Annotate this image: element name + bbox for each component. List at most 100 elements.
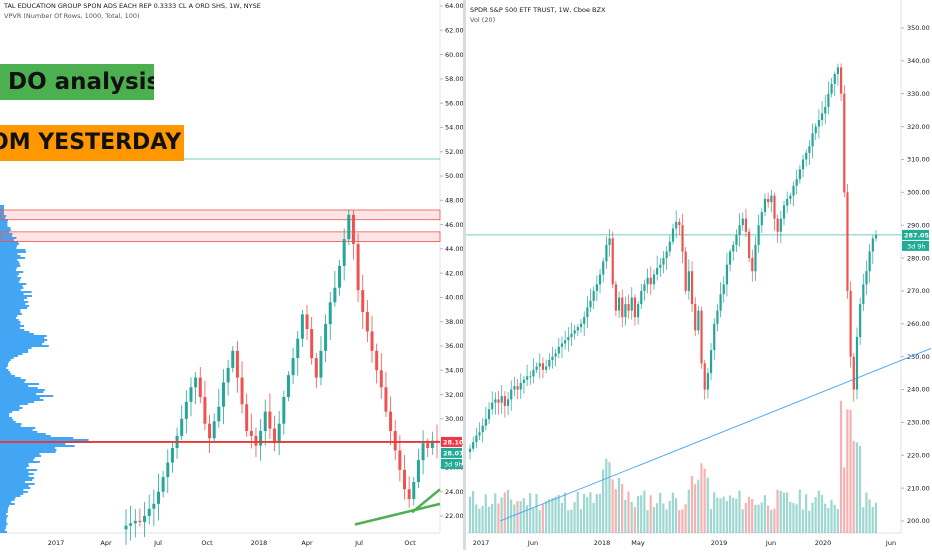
candle-body — [342, 239, 346, 266]
volume-profile-bar — [0, 285, 23, 287]
candle-body — [484, 419, 487, 426]
volume-bar — [579, 509, 583, 533]
candle-body — [525, 376, 529, 380]
candle-body — [576, 327, 579, 331]
volume-bar — [805, 494, 808, 533]
volume-profile-bar — [0, 333, 34, 335]
volume-bar — [690, 475, 694, 533]
volume-profile-bar — [0, 521, 7, 523]
volume-profile-bar — [0, 343, 43, 345]
candle-body — [503, 396, 506, 406]
volume-profile-bar — [0, 309, 21, 311]
volume-profile-bar — [0, 515, 8, 517]
candle-body — [583, 317, 586, 324]
candle-body — [240, 377, 244, 405]
candle-body — [468, 448, 472, 452]
volume-profile-bar — [0, 461, 40, 463]
volume-bar — [652, 507, 655, 533]
volume-profile-bar — [0, 319, 19, 321]
candle-body — [506, 399, 510, 406]
volume-profile-bar — [0, 431, 38, 433]
volume-profile-bar — [0, 327, 21, 329]
volume-profile-bar — [0, 369, 9, 371]
candle-body — [830, 83, 833, 94]
volume-profile-bar — [0, 215, 7, 217]
y-tick-label: 36.00 — [445, 342, 463, 350]
spy-candles — [468, 63, 878, 460]
volume-profile-bar — [0, 221, 8, 223]
volume-bar — [725, 501, 728, 533]
tal-chart[interactable]: 22.0024.0026.0028.0030.0032.0034.0036.00… — [0, 0, 464, 550]
volume-bar — [722, 496, 725, 533]
candle-body — [738, 225, 741, 236]
volume-bar — [681, 509, 684, 533]
candle-body — [567, 336, 570, 341]
volume-profile-bar — [0, 467, 27, 469]
candle-body — [754, 244, 757, 272]
countdown-tag — [902, 240, 929, 251]
candle-body — [324, 324, 328, 351]
volume-bar — [614, 489, 617, 533]
candle-body — [430, 440, 434, 448]
last-price-tag-text: 28.10 — [443, 438, 463, 446]
candle-body — [545, 366, 548, 370]
candle-body — [573, 330, 576, 334]
candle-body — [235, 350, 239, 378]
x-tick-label: 2017 — [48, 539, 65, 547]
candle-body — [811, 133, 814, 147]
candle-body — [560, 343, 564, 347]
volume-profile-bar — [0, 267, 17, 269]
volume-profile-bar — [0, 227, 11, 229]
candle-body — [621, 297, 624, 318]
volume-bar — [824, 503, 827, 533]
candle-body — [795, 179, 798, 186]
candle-body — [675, 221, 678, 229]
volume-profile-bar — [0, 357, 14, 359]
volume-bar — [503, 492, 506, 533]
candle-body — [671, 228, 675, 242]
volume-bar — [576, 491, 579, 533]
candle-body — [416, 460, 420, 482]
volume-profile-bar — [0, 251, 27, 253]
candle-body — [846, 192, 849, 291]
pane-divider[interactable] — [463, 0, 466, 550]
x-tick-label: Jun — [527, 539, 538, 547]
volume-profile-bar — [0, 345, 49, 347]
volume-profile-bar — [0, 477, 35, 479]
tal-chart-pane[interactable]: 22.0024.0026.0028.0030.0032.0034.0036.00… — [0, 0, 464, 550]
candle-body — [700, 310, 703, 364]
candle-body — [668, 241, 671, 252]
candle-body — [602, 261, 605, 275]
candle-body — [789, 195, 792, 199]
volume-profile-bar — [0, 401, 35, 403]
volume-bar — [649, 495, 652, 533]
candle-body — [497, 399, 500, 403]
candle-body — [605, 244, 608, 262]
spy-title: SPDR S&P 500 ETF TRUST, 1W, Cboe BZX — [470, 6, 606, 14]
volume-profile-bar — [0, 517, 7, 519]
volume-profile-bar — [0, 429, 33, 431]
x-tick-label: Apr — [301, 539, 313, 547]
y-tick-label: 62.00 — [445, 26, 463, 34]
volume-profile-bar — [0, 483, 35, 485]
candle-body — [300, 314, 304, 339]
spy-chart[interactable]: 200.00 210.00 220.00 230.00 240.00 250.00 260.… — [466, 0, 932, 550]
y-tick-label: 50.00 — [445, 172, 463, 180]
second-price-tag-text: 28.07 — [443, 449, 463, 457]
volume-profile-bar — [0, 305, 30, 307]
volume-profile-bar — [0, 341, 45, 343]
volume-bar — [646, 510, 649, 533]
candle-body — [494, 399, 497, 403]
candle-body — [767, 198, 770, 203]
volume-profile-bar — [0, 299, 24, 301]
candle-body — [129, 523, 133, 526]
y-tick-label: 48.00 — [445, 196, 463, 204]
spy-chart-pane[interactable]: 200.00 210.00 220.00 230.00 240.00 250.00 260.… — [466, 0, 932, 550]
volume-profile-bar — [0, 241, 19, 243]
candle-body — [421, 443, 425, 461]
candle-body — [535, 366, 538, 370]
countdown-tag — [441, 458, 462, 469]
volume-profile-bar — [0, 445, 75, 447]
volume-profile-bar — [0, 383, 39, 385]
candle-body — [859, 304, 862, 337]
